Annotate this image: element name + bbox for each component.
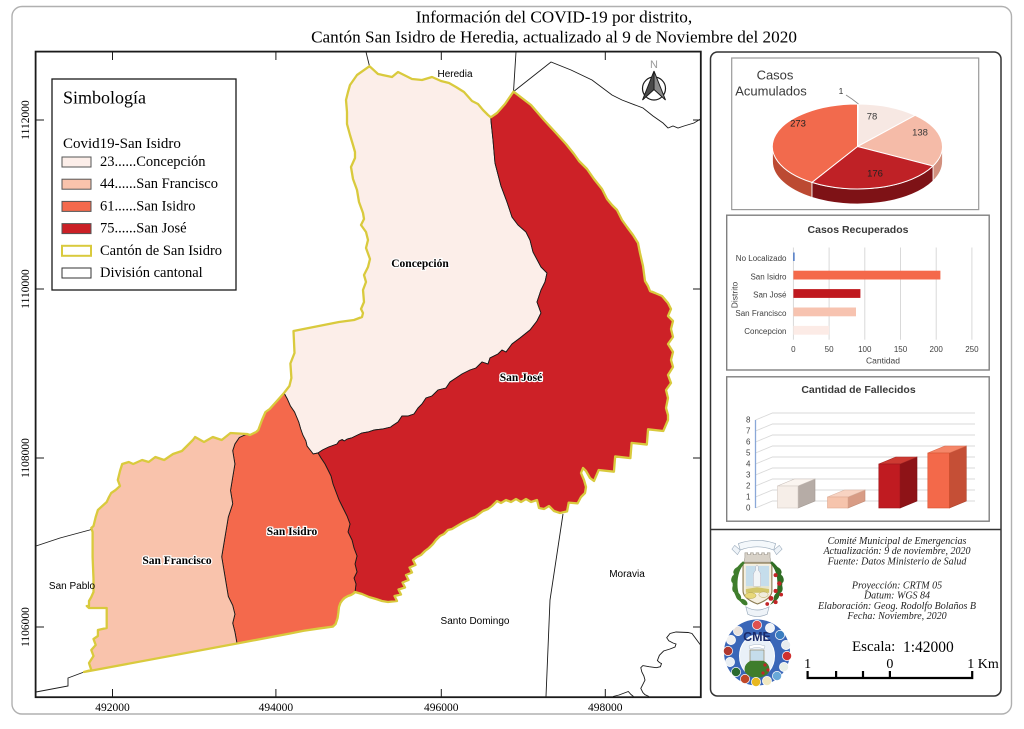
- svg-text:4: 4: [746, 460, 751, 469]
- svg-text:San José: San José: [753, 291, 787, 300]
- svg-text:Fecha: Noviembre, 2020: Fecha: Noviembre, 2020: [846, 611, 946, 622]
- svg-text:No Localizado: No Localizado: [736, 254, 787, 263]
- svg-text:176: 176: [867, 169, 883, 180]
- svg-text:CME: CME: [743, 630, 771, 644]
- svg-text:Elaboración: Geog. Rodolfo Bol: Elaboración: Geog. Rodolfo Bolaños B: [817, 601, 976, 612]
- svg-text:Moravia: Moravia: [609, 569, 645, 580]
- svg-text:San José: San José: [500, 372, 543, 384]
- svg-text:1:42000: 1:42000: [903, 639, 954, 656]
- svg-text:Actualización: 9 de noviembre,: Actualización: 9 de noviembre, 2020: [822, 546, 970, 557]
- svg-text:N: N: [650, 59, 658, 71]
- svg-text:250: 250: [965, 345, 979, 354]
- svg-text:Concepcion: Concepcion: [744, 327, 786, 336]
- svg-text:273: 273: [790, 119, 806, 130]
- svg-text:San Pablo: San Pablo: [49, 581, 96, 592]
- svg-text:Concepción: Concepción: [391, 258, 449, 270]
- svg-text:1: 1: [746, 493, 751, 502]
- svg-text:498000: 498000: [588, 702, 623, 714]
- svg-text:75......San José: 75......San José: [100, 221, 187, 237]
- svg-text:San Isidro: San Isidro: [267, 526, 318, 538]
- svg-text:1106000: 1106000: [20, 607, 32, 647]
- svg-text:0: 0: [886, 657, 893, 672]
- svg-text:1110000: 1110000: [20, 269, 32, 309]
- svg-text:Cantidad de Fallecidos: Cantidad de Fallecidos: [801, 384, 916, 396]
- svg-text:Cantidad: Cantidad: [866, 356, 900, 366]
- svg-text:San Francisco: San Francisco: [735, 309, 787, 318]
- svg-text:Datum: WGS 84: Datum: WGS 84: [863, 591, 930, 602]
- svg-text:Proyección: CRTM 05: Proyección: CRTM 05: [851, 581, 942, 592]
- svg-text:1108000: 1108000: [20, 438, 32, 478]
- svg-text:1: 1: [804, 657, 811, 672]
- svg-text:494000: 494000: [259, 702, 294, 714]
- svg-text:Heredia: Heredia: [437, 69, 472, 80]
- svg-text:23......Concepción: 23......Concepción: [100, 154, 206, 170]
- svg-text:Distrito: Distrito: [730, 282, 740, 309]
- svg-text:2: 2: [746, 482, 751, 491]
- svg-text:5: 5: [746, 449, 751, 458]
- svg-text:6: 6: [746, 438, 751, 447]
- svg-text:Santo Domingo: Santo Domingo: [441, 616, 510, 627]
- svg-text:492000: 492000: [95, 702, 130, 714]
- svg-text:Cantón de San Isidro: Cantón de San Isidro: [100, 243, 222, 259]
- svg-text:3: 3: [746, 471, 751, 480]
- svg-text:1 Km: 1 Km: [967, 657, 999, 672]
- svg-text:Casos: Casos: [757, 68, 794, 83]
- svg-text:División cantonal: División cantonal: [100, 265, 203, 281]
- svg-text:Fuente: Datos Ministerio de Sa: Fuente: Datos Ministerio de Salud: [827, 556, 968, 567]
- svg-text:8: 8: [746, 416, 751, 425]
- svg-text:496000: 496000: [424, 702, 459, 714]
- svg-text:7: 7: [746, 427, 751, 436]
- svg-text:78: 78: [867, 112, 878, 123]
- svg-text:1: 1: [839, 86, 844, 96]
- svg-text:San Francisco: San Francisco: [142, 555, 212, 567]
- svg-text:Acumulados: Acumulados: [735, 83, 807, 98]
- svg-text:Información del COVID-19 por d: Información del COVID-19 por distrito,: [416, 8, 692, 27]
- svg-text:Simbología: Simbología: [63, 88, 146, 108]
- svg-text:0: 0: [791, 345, 796, 354]
- svg-text:150: 150: [894, 345, 908, 354]
- svg-text:Comité Municipal de Emergencia: Comité Municipal de Emergencias: [828, 536, 967, 547]
- svg-text:Cantón San Isidro de Heredia,: Cantón San Isidro de Heredia, actualizad…: [311, 28, 797, 47]
- svg-text:44......San Francisco: 44......San Francisco: [100, 176, 218, 192]
- svg-text:100: 100: [858, 345, 872, 354]
- svg-text:Casos Recuperados: Casos Recuperados: [808, 224, 909, 236]
- svg-text:138: 138: [912, 127, 928, 138]
- svg-text:50: 50: [825, 345, 834, 354]
- svg-text:61......San Isidro: 61......San Isidro: [100, 198, 195, 214]
- svg-text:0: 0: [746, 504, 751, 513]
- svg-text:1112000: 1112000: [20, 100, 32, 140]
- svg-text:Covid19-San Isidro: Covid19-San Isidro: [63, 136, 181, 152]
- svg-text:Escala:: Escala:: [852, 639, 895, 655]
- svg-text:San Isidro: San Isidro: [750, 272, 787, 281]
- svg-text:200: 200: [930, 345, 944, 354]
